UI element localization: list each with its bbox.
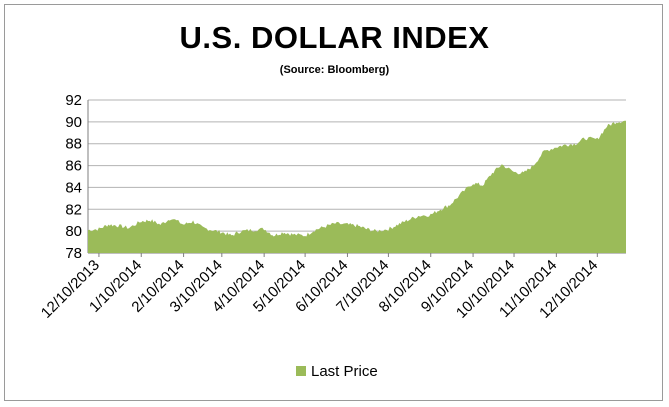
y-tick-label: 86	[65, 158, 82, 175]
y-tick-label: 80	[65, 223, 82, 240]
legend-label: Last Price	[311, 363, 378, 380]
y-tick-label: 92	[65, 92, 82, 109]
y-tick-label: 84	[65, 179, 82, 196]
y-axis-ticks: 78 80 82 84 86 88 90 92	[65, 92, 82, 262]
y-tick-label: 82	[65, 201, 82, 218]
series-area-last-price	[88, 120, 626, 253]
y-tick-label: 88	[65, 136, 82, 153]
chart-subtitle: (Source: Bloomberg)	[279, 64, 390, 76]
chart-title: U.S. DOLLAR INDEX	[179, 20, 490, 55]
plot-area	[88, 120, 626, 253]
legend: Last Price	[296, 363, 378, 380]
y-tick-label: 78	[65, 245, 82, 262]
y-tick-label: 90	[65, 114, 82, 131]
x-axis-ticks: 12/10/20131/10/20142/10/20143/10/20144/1…	[38, 253, 601, 322]
legend-swatch	[296, 366, 306, 376]
